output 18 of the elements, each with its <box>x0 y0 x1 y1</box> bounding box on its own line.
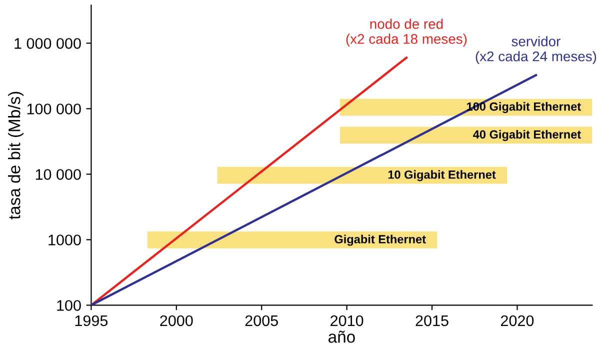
y-tick-label: 1000 <box>48 234 81 246</box>
x-tick-label: 2020 <box>500 315 534 326</box>
x-tick-label: 2010 <box>330 315 364 326</box>
x-tick-label: 2000 <box>160 315 193 326</box>
y-tick-label: 1 000 000 <box>14 38 81 49</box>
annotation: Gigabit Ethernet <box>334 234 426 246</box>
y-tick-label: 10 000 <box>36 169 81 180</box>
x-tick-label: 2015 <box>416 315 448 326</box>
x-axis-title: año <box>328 330 355 343</box>
annotation: servidor (x2 cada 24 meses) <box>476 36 596 64</box>
annotation: nodo de red (x2 cada 18 meses) <box>346 18 467 47</box>
annotation: 40 Gigabit Ethernet <box>473 130 581 142</box>
x-tick-label: 2005 <box>245 315 278 326</box>
y-tick-label: 100 000 <box>27 104 81 114</box>
annotation: 10 Gigabit Ethernet <box>388 170 496 182</box>
x-tick-label: 1995 <box>75 315 108 326</box>
y-axis-title: tasa de bit (Mb/s) <box>8 92 24 220</box>
y-tick-label: 100 <box>57 300 81 311</box>
